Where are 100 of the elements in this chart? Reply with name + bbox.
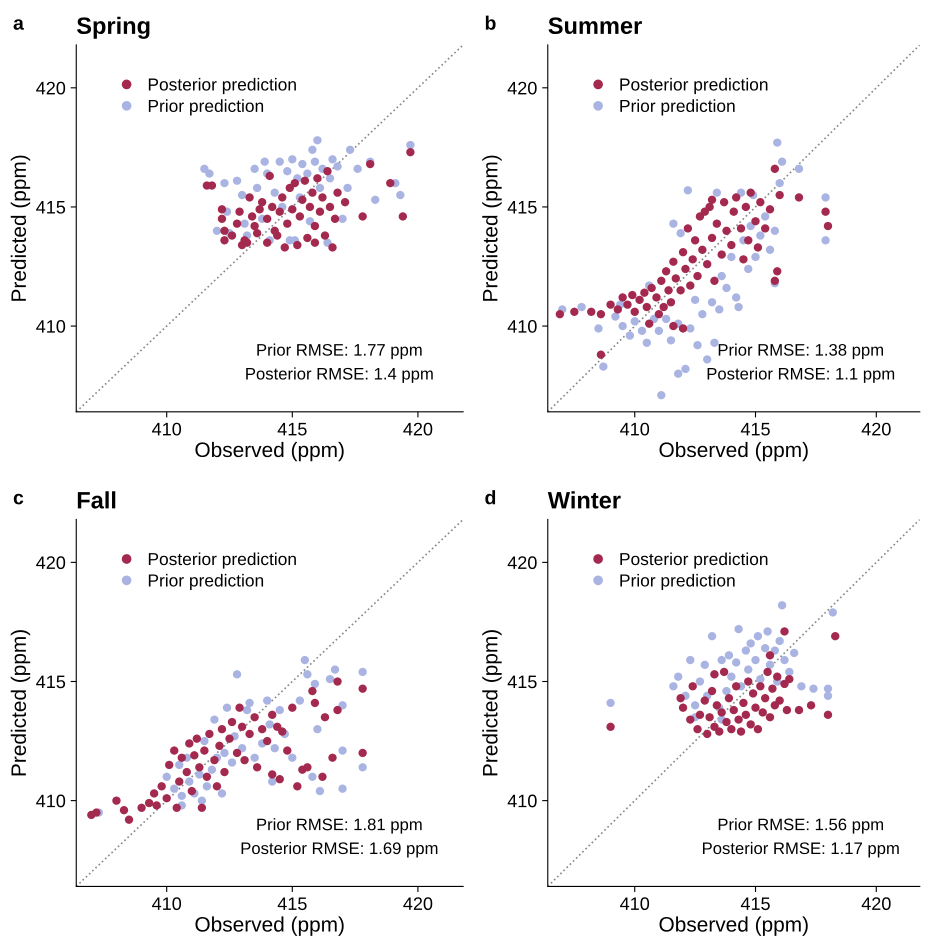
point — [205, 169, 214, 178]
point — [300, 176, 310, 185]
point — [280, 243, 289, 252]
text: a — [14, 19, 24, 30]
point — [276, 158, 284, 166]
point — [330, 214, 340, 224]
point — [768, 684, 777, 693]
point — [700, 696, 709, 705]
y-tick-label: 410 — [508, 320, 537, 333]
point — [313, 174, 322, 183]
x-axis-title: Observed (ppm) — [660, 916, 808, 936]
y-axis-title: Predicted (ppm) — [482, 630, 502, 776]
point — [235, 208, 244, 216]
point — [250, 222, 259, 230]
point — [358, 212, 367, 221]
point — [724, 651, 734, 660]
point — [785, 674, 794, 684]
y-axis-title: Predicted (ppm) — [482, 156, 502, 301]
point — [718, 656, 726, 664]
y-tick-label: 420 — [36, 82, 66, 95]
point — [742, 646, 750, 655]
point — [710, 338, 719, 347]
x-tick-label: 410 — [152, 422, 182, 436]
point — [250, 164, 259, 173]
point — [252, 228, 262, 238]
point — [310, 238, 320, 247]
point — [669, 682, 678, 690]
y-tick-label: 420 — [508, 556, 537, 570]
point — [761, 644, 770, 652]
point — [162, 772, 171, 781]
point — [751, 252, 760, 262]
point — [298, 160, 307, 168]
point — [732, 658, 740, 667]
point — [654, 326, 664, 335]
point — [773, 138, 782, 147]
point — [746, 720, 755, 729]
point — [785, 668, 794, 676]
point — [794, 706, 804, 714]
point — [705, 713, 714, 722]
point — [343, 184, 352, 192]
point — [693, 724, 702, 734]
point — [286, 184, 294, 192]
point — [720, 668, 728, 676]
point — [303, 234, 312, 242]
point — [288, 155, 296, 164]
point — [732, 293, 740, 302]
point — [175, 760, 184, 770]
point — [686, 715, 694, 724]
point — [626, 331, 634, 340]
point — [270, 188, 279, 197]
chart-title: Fall — [78, 491, 116, 509]
point — [178, 792, 186, 800]
point — [776, 696, 784, 705]
point — [766, 660, 774, 669]
point — [727, 724, 736, 734]
point — [316, 208, 324, 216]
point — [708, 686, 716, 696]
point — [806, 701, 816, 710]
point — [200, 164, 209, 173]
y-tick-label: 420 — [36, 556, 66, 570]
y-tick-label: 415 — [36, 676, 66, 688]
annotation: Posterior RMSE: 1.4 ppm — [246, 367, 433, 383]
point — [320, 231, 330, 240]
point — [577, 302, 586, 312]
point — [611, 312, 620, 321]
point — [674, 672, 682, 681]
point — [333, 188, 342, 197]
point — [308, 772, 317, 781]
point — [678, 704, 688, 712]
x-tick-label: 415 — [278, 422, 307, 436]
point — [218, 205, 226, 214]
point — [263, 214, 272, 224]
legend-label: Prior prediction — [620, 99, 735, 116]
point — [778, 158, 786, 166]
legend-label: Posterior prediction — [620, 552, 768, 569]
x-tick-label: 420 — [862, 422, 891, 436]
y-tick-label: 410 — [36, 320, 66, 333]
point — [688, 682, 697, 690]
point — [746, 639, 755, 648]
point — [371, 196, 380, 204]
point — [676, 228, 685, 238]
x-axis-title: Observed (ppm) — [195, 916, 344, 936]
point — [739, 698, 748, 708]
legend-label: Posterior prediction — [620, 78, 768, 94]
point — [712, 701, 722, 710]
point — [245, 698, 254, 708]
point — [744, 677, 752, 686]
point — [218, 214, 226, 224]
point — [732, 682, 740, 690]
point — [666, 336, 676, 345]
point — [770, 226, 779, 235]
x-tick-label: 420 — [862, 897, 891, 910]
point — [606, 698, 615, 708]
point — [766, 246, 774, 254]
point — [824, 692, 832, 700]
point — [758, 708, 767, 717]
chart-title: Winter — [548, 491, 621, 509]
point — [220, 236, 229, 244]
point — [734, 624, 743, 634]
point — [276, 208, 284, 216]
